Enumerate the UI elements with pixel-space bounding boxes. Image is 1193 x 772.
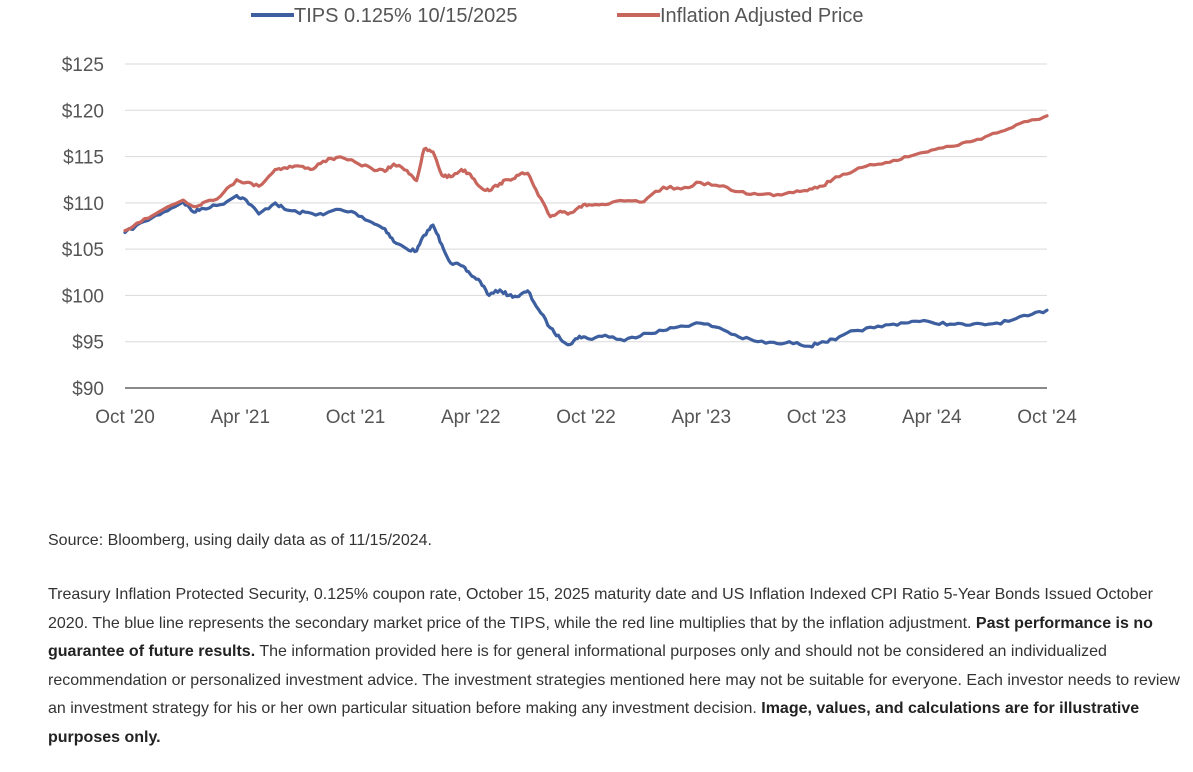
gridlines (125, 63, 1047, 389)
x-tick-label: Oct '23 (787, 407, 847, 428)
y-axis: $90 $95 $100 $105 $110 $115 $120 $125 (62, 55, 104, 400)
y-tick-label: $125 (62, 55, 104, 76)
legend-label-tips: TIPS 0.125% 10/15/2025 (294, 5, 518, 27)
series-line-tips (123, 193, 1049, 349)
y-tick-label: $100 (62, 286, 104, 307)
x-tick-label: Oct '21 (326, 407, 386, 428)
x-tick-label: Apr '24 (902, 407, 962, 428)
y-tick-label: $105 (62, 240, 104, 261)
x-tick-label: Apr '22 (441, 407, 501, 428)
series-lines (123, 114, 1049, 349)
y-tick-label: $115 (63, 148, 104, 169)
x-tick-label: Oct '22 (556, 407, 616, 428)
disclaimer-part-2: The information provided here is for gen… (48, 643, 1180, 717)
disclaimer-part-1: Treasury Inflation Protected Security, 0… (48, 586, 1153, 632)
y-tick-label: $90 (72, 379, 104, 400)
series-line-inflation-adjusted (123, 114, 1049, 233)
y-tick-label: $95 (72, 333, 104, 354)
disclaimer-bold-1: Past performance is no guarantee of futu… (48, 614, 1153, 661)
source-note: Source: Bloomberg, using daily data as o… (48, 532, 432, 549)
x-tick-label: Apr '23 (671, 407, 731, 428)
x-axis: Oct '20 Apr '21 Oct '21 Apr '22 Oct '22 Apr '… (95, 407, 1077, 428)
y-tick-label: $120 (62, 101, 104, 122)
x-tick-label: Apr '21 (210, 407, 270, 428)
x-tick-label: Oct '20 (95, 407, 155, 428)
y-tick-label: $110 (63, 194, 104, 215)
chart-legend: TIPS 0.125% 10/15/2025 Inflation Adjuste… (251, 5, 863, 27)
disclaimer-text: Treasury Inflation Protected Security, 0… (48, 581, 1188, 752)
legend-label-inflation-adjusted: Inflation Adjusted Price (660, 5, 863, 27)
x-tick-label: Oct '24 (1017, 407, 1077, 428)
disclaimer-bold-2: Image, values, and calculations are for … (48, 700, 1140, 746)
price-chart: TIPS 0.125% 10/15/2025 Inflation Adjuste… (62, 5, 1078, 428)
